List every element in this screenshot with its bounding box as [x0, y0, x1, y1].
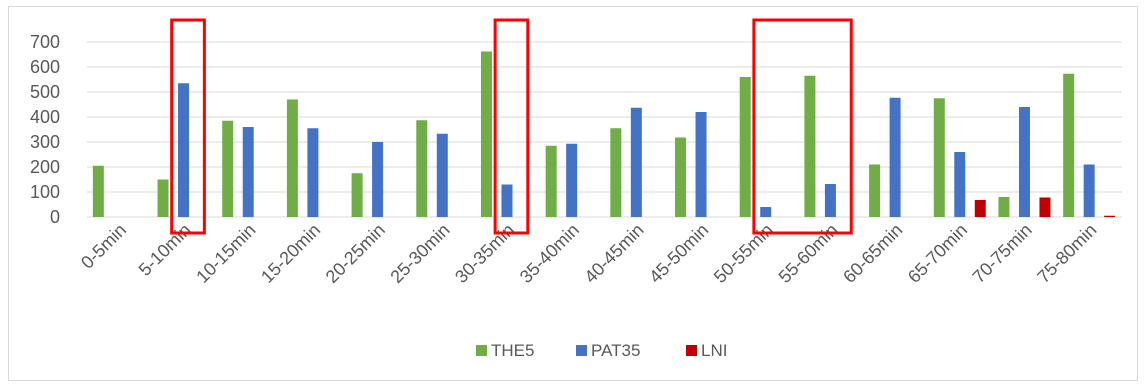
- x-tick-label: 5-10min: [135, 220, 195, 280]
- x-tick-label: 15-20min: [257, 220, 324, 287]
- x-tick-label: 0-5min: [77, 220, 130, 273]
- bar-the5-75-80min: [1063, 73, 1075, 217]
- bar-the5-40-45min: [610, 128, 622, 217]
- bar-lni-65-70min: [974, 200, 986, 217]
- bar-pat35-30-35min: [501, 184, 513, 217]
- y-tick-label: 500: [30, 82, 60, 102]
- bars: [92, 51, 1116, 217]
- highlight-boxes: [170, 18, 853, 235]
- legend-swatch-lni: [686, 345, 697, 356]
- legend-swatch-pat35: [576, 345, 587, 356]
- bar-pat35-50-55min: [760, 207, 772, 217]
- bar-pat35-70-75min: [1018, 107, 1030, 217]
- bar-the5-10-15min: [222, 120, 234, 217]
- bar-the5-60-65min: [869, 164, 881, 217]
- x-tick-label: 60-65min: [839, 220, 906, 287]
- bar-the5-25-30min: [416, 120, 428, 217]
- bar-the5-30-35min: [480, 51, 492, 217]
- y-tick-label: 300: [30, 132, 60, 152]
- legend-label-pat35: PAT35: [591, 341, 640, 360]
- bar-the5-50-55min: [739, 77, 751, 217]
- bar-the5-15-20min: [286, 99, 298, 217]
- bar-pat35-15-20min: [307, 128, 319, 217]
- bar-pat35-25-30min: [436, 133, 448, 217]
- legend-label-the5: THE5: [491, 341, 534, 360]
- x-tick-label: 70-75min: [969, 220, 1036, 287]
- bar-the5-0-5min: [92, 165, 104, 217]
- bar-the5-5-10min: [157, 179, 169, 217]
- highlight-box: [752, 18, 853, 235]
- bar-lni-70-75min: [1039, 197, 1051, 217]
- y-tick-label: 200: [30, 157, 60, 177]
- x-tick-label: 10-15min: [192, 220, 259, 287]
- x-tick-label: 75-80min: [1033, 220, 1100, 287]
- x-tick-label: 35-40min: [516, 220, 583, 287]
- bar-pat35-35-40min: [566, 143, 578, 217]
- bar-pat35-40-45min: [630, 107, 642, 217]
- highlight-box: [493, 18, 530, 235]
- x-tick-label: 65-70min: [904, 220, 971, 287]
- highlight-box: [170, 18, 206, 235]
- bar-pat35-60-65min: [889, 97, 901, 217]
- x-tick-label: 20-25min: [322, 220, 389, 287]
- bar-the5-70-75min: [998, 197, 1010, 217]
- legend: THE5 PAT35 LNI: [476, 341, 727, 360]
- bar-pat35-20-25min: [372, 142, 384, 217]
- legend-swatch-the5: [476, 345, 487, 356]
- bar-the5-55-60min: [804, 75, 816, 217]
- bar-the5-35-40min: [545, 145, 557, 217]
- y-tick-label: 400: [30, 107, 60, 127]
- x-tick-label: 40-45min: [580, 220, 647, 287]
- x-tick-label: 55-60min: [775, 220, 842, 287]
- x-tick-label: 45-50min: [645, 220, 712, 287]
- bar-the5-45-50min: [675, 137, 687, 217]
- x-axis: 0-5min 5-10min10-15min15-20min20-25min25-…: [77, 220, 1100, 287]
- bar-lni-75-80min: [1104, 215, 1116, 217]
- bar-the5-65-70min: [933, 98, 945, 217]
- bar-pat35-55-60min: [824, 184, 836, 217]
- y-tick-label: 100: [30, 182, 60, 202]
- y-axis: 0 100 200 300 400 500 600 700: [30, 32, 60, 227]
- bar-pat35-5-10min: [178, 83, 190, 217]
- bar-pat35-75-80min: [1083, 164, 1095, 217]
- bar-pat35-65-70min: [954, 152, 966, 217]
- y-tick-label: 0: [50, 207, 60, 227]
- gridlines: [87, 41, 1122, 218]
- y-tick-label: 700: [30, 32, 60, 52]
- x-tick-label: 25-30min: [386, 220, 453, 287]
- bar-pat35-45-50min: [695, 112, 707, 217]
- bar-the5-20-25min: [351, 173, 363, 217]
- x-tick-label: 30-35min: [451, 220, 518, 287]
- x-tick-label: 50-55min: [710, 220, 777, 287]
- bar-pat35-10-15min: [242, 127, 254, 217]
- y-tick-label: 600: [30, 57, 60, 77]
- legend-label-lni: LNI: [701, 341, 727, 360]
